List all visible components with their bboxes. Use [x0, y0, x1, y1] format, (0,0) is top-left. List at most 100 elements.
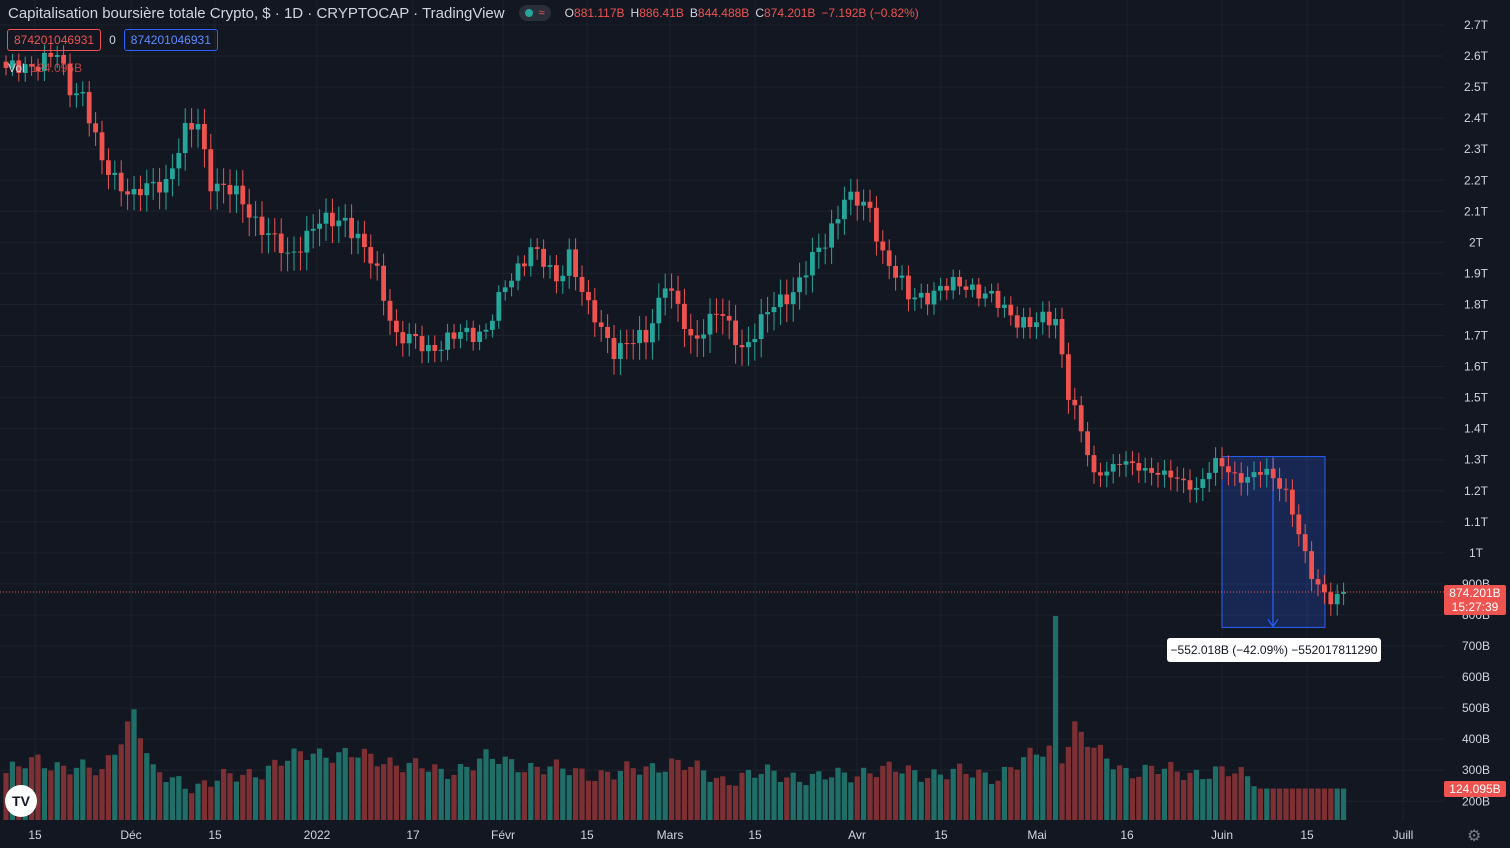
candle [266, 233, 271, 235]
candle [1290, 489, 1295, 515]
volume-bar [918, 781, 924, 820]
candle [938, 285, 943, 291]
volume-bar [1104, 758, 1110, 820]
volume-bar [1277, 788, 1283, 820]
candle [880, 241, 886, 251]
candle [797, 277, 802, 293]
volume-bar [1334, 788, 1340, 820]
volume-bar [521, 772, 527, 820]
volume-bar [291, 748, 297, 820]
volume-bar [387, 757, 393, 820]
volume-bar [720, 776, 726, 820]
volume-bar [406, 762, 412, 820]
volume-bar [841, 772, 847, 820]
volume-bar [1232, 773, 1238, 820]
buy-price-box[interactable]: 874201046931 [123, 29, 218, 51]
volume-bar [976, 769, 982, 820]
volume-value: 124.095B [30, 61, 83, 75]
volume-bar [1033, 754, 1039, 820]
measure-readout-text: −552.018B (−42.09%) −552017811290 [1171, 643, 1378, 657]
volume-bar [278, 765, 284, 820]
market-status-pill[interactable]: ≈ [518, 5, 551, 21]
volume-bar [189, 793, 195, 820]
x-tick-label: Déc [120, 828, 141, 842]
candle [1200, 479, 1206, 488]
candle [1226, 466, 1231, 473]
volume-bar [496, 763, 502, 820]
sell-price-box[interactable]: 874201046931 [7, 29, 102, 51]
candle [509, 280, 514, 288]
volume-bar [809, 773, 815, 820]
candle [432, 344, 438, 351]
candle [1213, 458, 1218, 473]
candle [918, 292, 924, 298]
volume-bar [1078, 731, 1084, 820]
volume-bar [611, 779, 617, 820]
candle [784, 294, 790, 305]
volume-bar [957, 763, 963, 820]
y-tick-label: 2.7T [1464, 18, 1489, 32]
volume-bar [848, 782, 854, 820]
candle [598, 322, 604, 327]
candle [1059, 318, 1065, 355]
candle [611, 337, 617, 359]
y-tick-label: 300B [1462, 763, 1490, 777]
candle [1296, 514, 1302, 535]
volume-bar [726, 785, 732, 820]
volume-bar [445, 778, 451, 820]
candle [400, 332, 406, 344]
candle [714, 313, 719, 315]
candle [1264, 468, 1270, 475]
volume-bar [131, 709, 137, 820]
volume-bar [1264, 788, 1270, 820]
x-tick-label: Avr [848, 828, 866, 842]
candle [1187, 480, 1193, 490]
x-tick-label: 17 [406, 828, 420, 842]
volume-bar [713, 777, 719, 820]
volume-bar [1091, 747, 1097, 820]
candle [496, 292, 502, 321]
volume-bar [1136, 776, 1142, 820]
tradingview-logo[interactable]: TV [5, 785, 37, 817]
volume-bar [1161, 768, 1167, 820]
candle [1334, 593, 1340, 605]
candle [944, 285, 950, 291]
candle [86, 92, 92, 124]
volume-bar [381, 764, 387, 820]
candle [445, 332, 450, 350]
volume-bar [118, 744, 124, 820]
volume-bar [861, 767, 867, 820]
candle [1258, 472, 1263, 475]
volume-bar [246, 769, 252, 820]
candle [842, 199, 847, 220]
y-tick-label: 2.1T [1464, 204, 1489, 218]
candle [368, 247, 374, 264]
x-tick-label: 16 [1120, 828, 1134, 842]
candle [406, 333, 412, 344]
volume-bar [35, 754, 41, 820]
candle [490, 320, 495, 330]
volume-bar [963, 773, 969, 820]
volume-bar [317, 748, 323, 820]
volume-bar [1213, 766, 1219, 820]
candle [227, 184, 233, 195]
y-tick-label: 1.7T [1464, 329, 1489, 343]
candle [483, 329, 489, 332]
candle [931, 290, 937, 305]
x-tick-label: Juin [1211, 828, 1233, 842]
candle [381, 265, 386, 301]
candle [1034, 322, 1039, 328]
candle [1130, 461, 1135, 464]
candle [253, 216, 258, 218]
candle [963, 286, 969, 290]
candle [925, 292, 930, 305]
candle [739, 345, 745, 348]
candle [451, 332, 457, 339]
volume-bar [560, 768, 566, 820]
volume-bar [995, 780, 1001, 820]
volume-bar [233, 781, 239, 820]
settings-gear-icon[interactable]: ⚙ [1467, 828, 1482, 845]
volume-bar [835, 767, 841, 820]
candle [1014, 315, 1020, 328]
